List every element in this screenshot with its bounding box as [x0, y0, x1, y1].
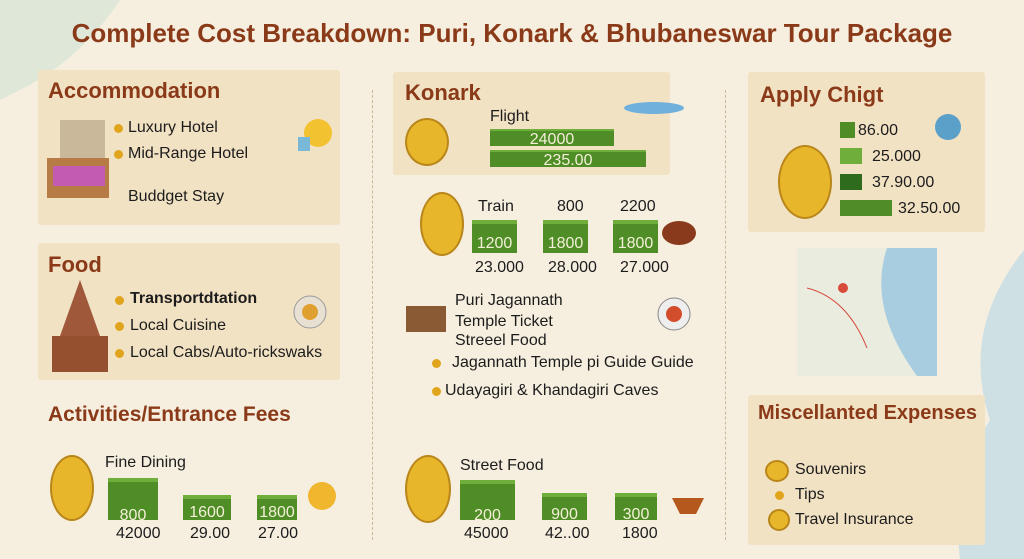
coins-icon — [405, 118, 449, 166]
line: Puri Jagannath — [455, 292, 563, 309]
line: Temple Ticket — [455, 313, 553, 330]
bullet — [432, 359, 441, 368]
header: 800 — [557, 198, 584, 215]
bar: 235.00 — [490, 150, 646, 169]
globe-icon — [935, 114, 961, 140]
row: 86.00 — [858, 122, 899, 139]
snack-icon — [672, 498, 704, 514]
title: Complete Cost Breakdown: Puri, Konark & … — [71, 18, 953, 48]
bar: 200 — [460, 480, 515, 524]
bar — [840, 200, 892, 216]
coins-icon — [405, 455, 451, 523]
label: Flight — [490, 108, 530, 125]
item: Mid-Range Hotel — [128, 145, 249, 162]
total: 42..00 — [545, 525, 590, 542]
food-icon — [298, 119, 332, 151]
row: 32.50.00 — [898, 200, 961, 217]
bar: 900 — [542, 493, 587, 523]
bar: 1600 — [183, 495, 231, 521]
label: Train — [478, 198, 514, 215]
total: 45000 — [464, 525, 509, 542]
bar: 1200 — [472, 220, 517, 253]
heading: Konark — [405, 80, 481, 105]
item: Transportdtation — [130, 290, 258, 307]
item: Local Cuisine — [130, 317, 227, 334]
item: Local Cabs/Auto-rickswaks — [130, 344, 323, 361]
total: 27.000 — [620, 259, 669, 276]
bar: 24000 — [490, 129, 614, 148]
temple-icon — [52, 280, 108, 372]
item: Udayagiri & Khandagiri Caves — [445, 382, 659, 399]
item: Luxury Hotel — [128, 119, 218, 136]
bullet — [115, 296, 124, 305]
total: 28.000 — [548, 259, 597, 276]
header: 2200 — [620, 198, 656, 215]
hotel-icon — [47, 120, 109, 198]
bar — [840, 174, 862, 190]
bullet — [115, 322, 124, 331]
item: Souvenirs — [795, 461, 867, 478]
heading: Apply Chigt — [760, 82, 884, 107]
bullet — [114, 150, 123, 159]
plate-icon — [657, 297, 691, 331]
bar — [840, 122, 855, 138]
total: 29.00 — [190, 525, 231, 542]
row: 25.000 — [872, 148, 921, 165]
plane-icon — [624, 102, 684, 114]
total: 27.00 — [258, 525, 299, 542]
coins-icon — [420, 192, 464, 256]
book-icon — [406, 306, 446, 332]
bowl-icon — [662, 221, 696, 245]
coins-icon — [768, 509, 790, 531]
bar: 1800 — [543, 220, 588, 253]
item: Jagannath Temple pi Guide Guide — [452, 354, 694, 371]
item: Travel Insurance — [795, 511, 914, 528]
coins-icon — [765, 460, 789, 482]
label: Fine Dining — [105, 454, 186, 471]
row: 37.90.00 — [872, 174, 935, 191]
bar: 800 — [108, 478, 158, 524]
total: 1800 — [622, 525, 658, 542]
total: 42000 — [116, 525, 161, 542]
heading: Accommodation — [48, 78, 221, 103]
coins-icon — [50, 455, 94, 521]
total: 23.000 — [475, 259, 524, 276]
coins-icon — [778, 145, 832, 219]
heading: Activities/Entrance Fees — [48, 403, 291, 426]
divider — [725, 90, 726, 540]
divider — [372, 90, 373, 540]
heading: Miscellanted Expenses — [758, 402, 977, 424]
label: Street Food — [460, 457, 544, 474]
bar: 1800 — [613, 220, 658, 253]
heading: Food — [48, 252, 102, 277]
bullet — [432, 387, 441, 396]
bar: 1800 — [257, 495, 297, 521]
bullet — [775, 491, 784, 500]
bar: 300 — [615, 493, 657, 523]
smiley-icon — [308, 482, 336, 510]
bullet — [115, 349, 124, 358]
bullet — [114, 124, 123, 133]
item: Buddget Stay — [128, 188, 225, 205]
item: Tips — [795, 486, 825, 503]
line: Streeel Food — [455, 332, 547, 349]
bar — [840, 148, 862, 164]
dish-icon — [293, 295, 327, 329]
map-image — [797, 248, 937, 376]
